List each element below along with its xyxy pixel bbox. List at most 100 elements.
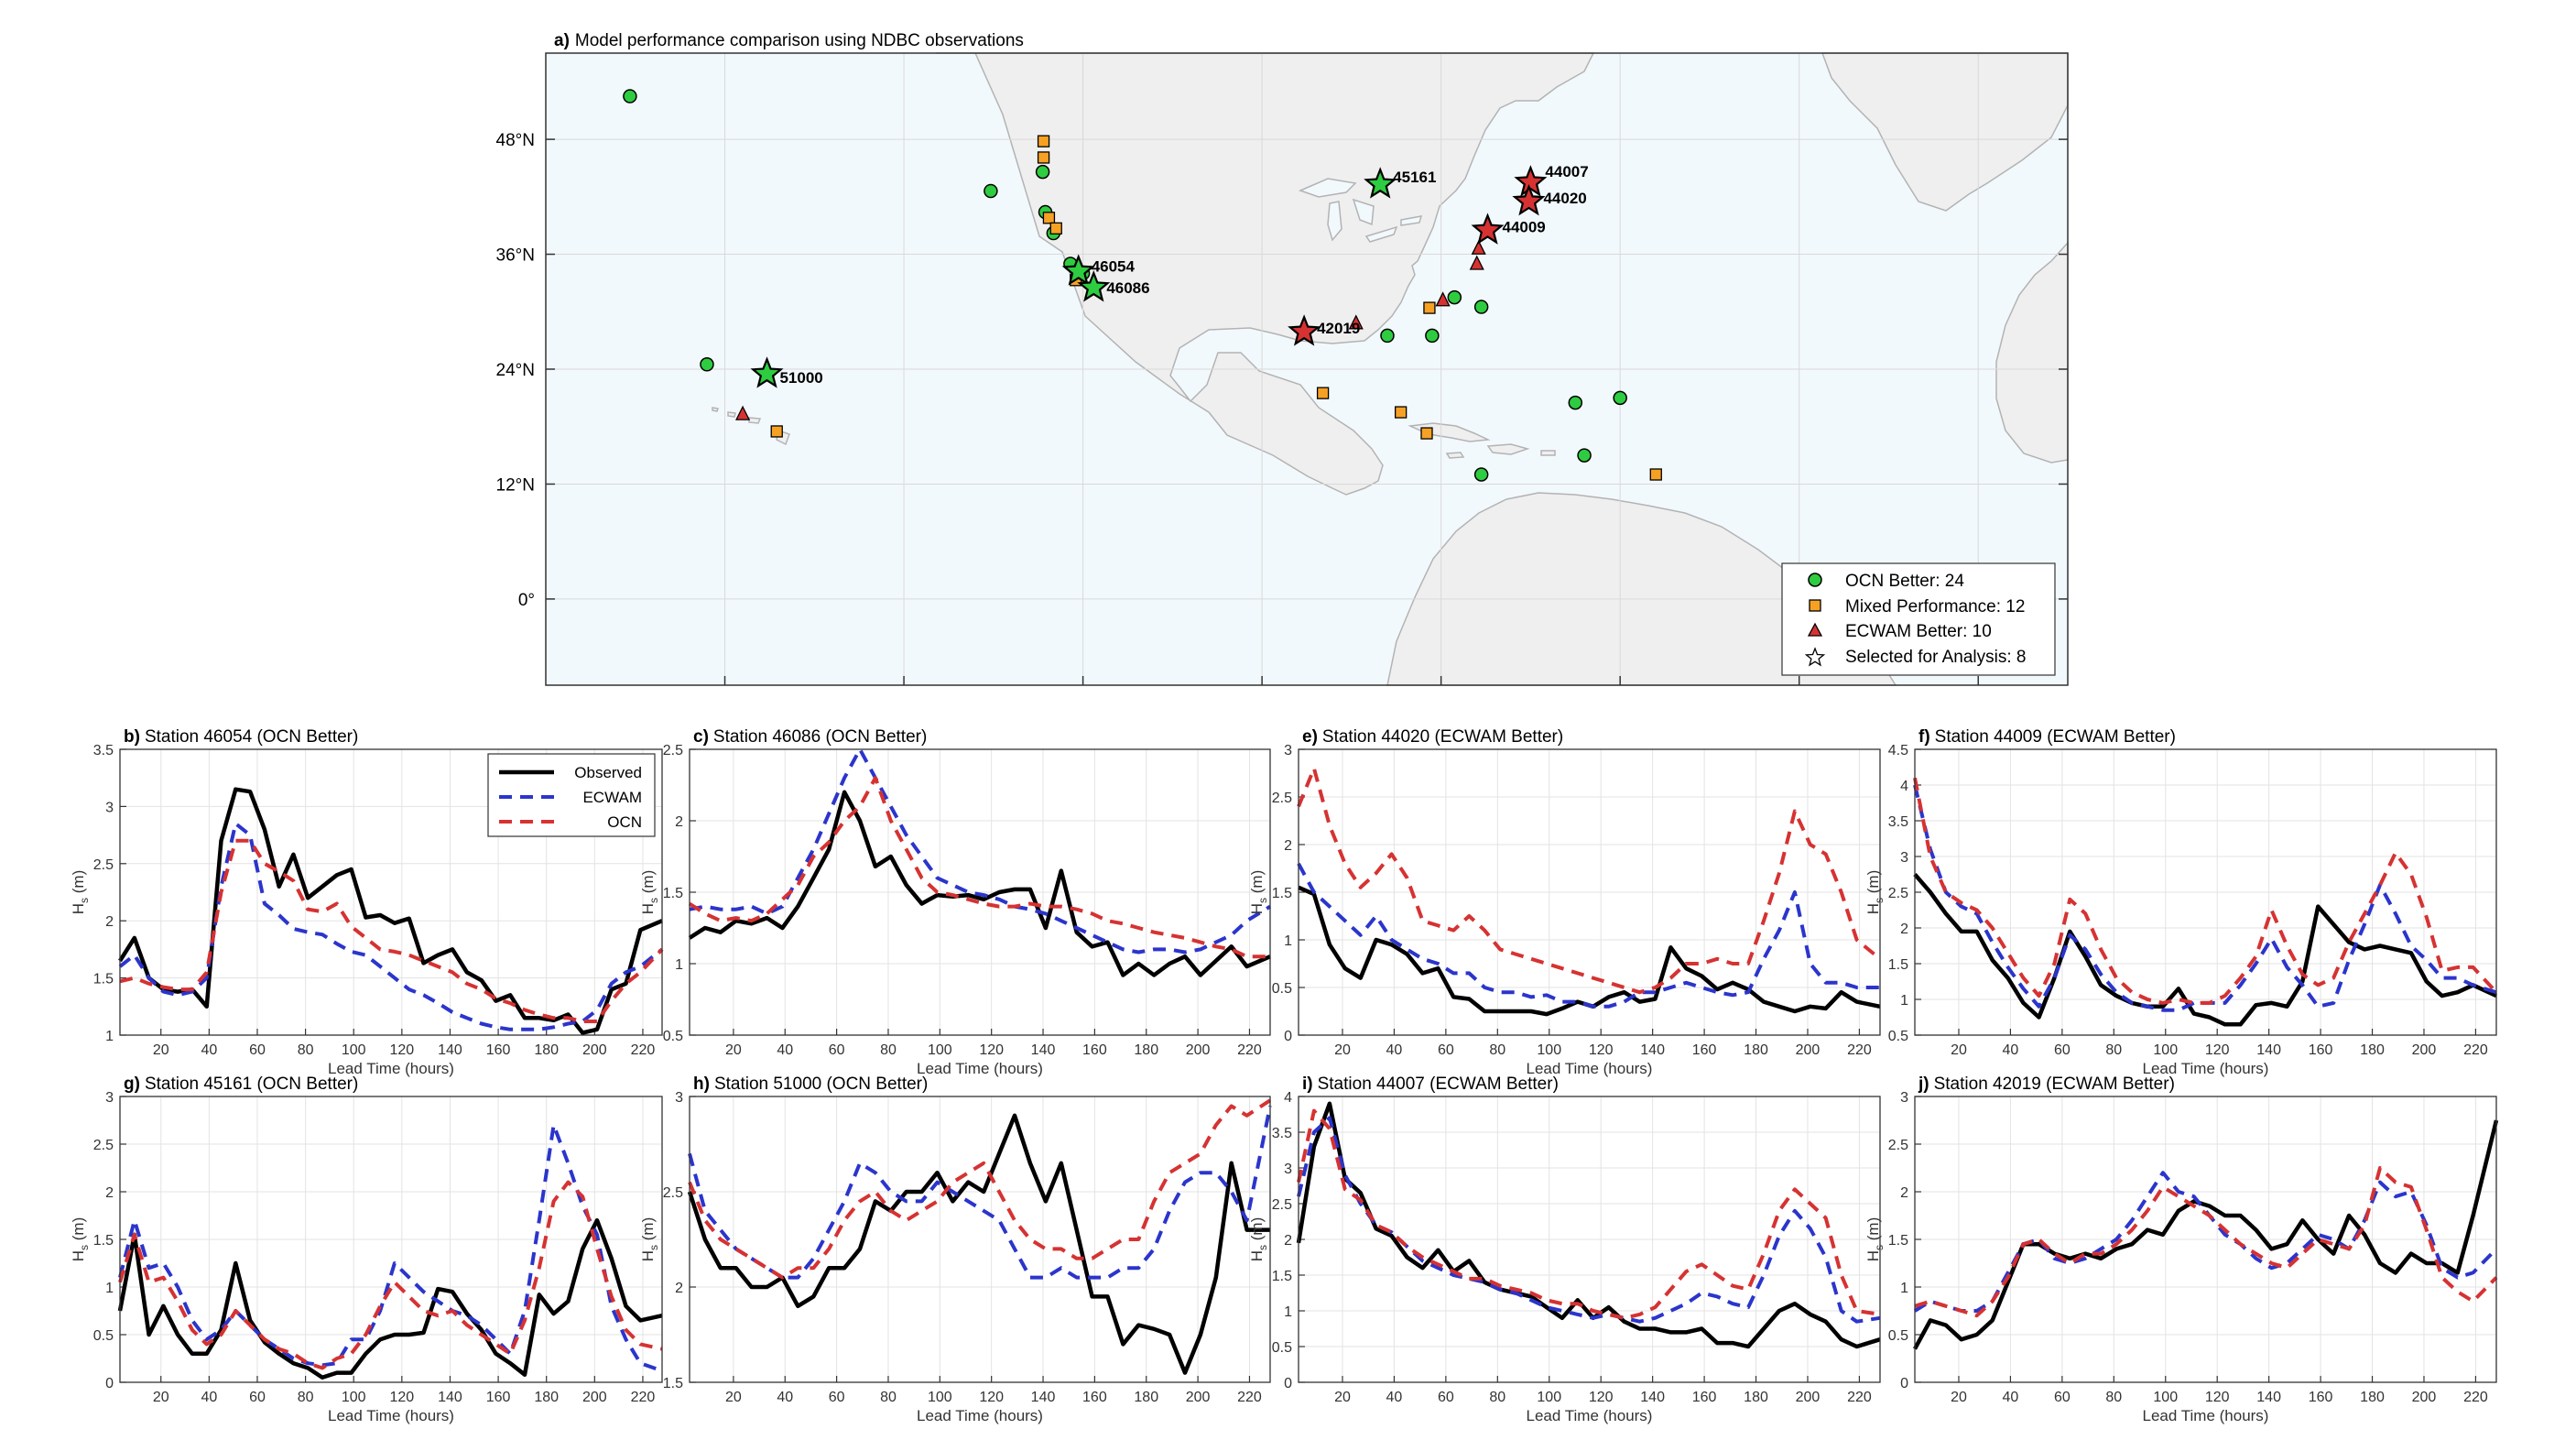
y-tick-label: 3 [105,800,114,815]
chart-title: e) Station 44020 (ECWAM Better) [1302,727,1563,747]
y-axis-label: Hs (m) [1248,1217,1269,1262]
x-tick-label: 100 [928,1390,952,1405]
x-tick-label: 160 [2309,1390,2333,1405]
x-tick-label: 120 [2205,1390,2230,1405]
x-tick-label: 100 [1537,1042,1561,1058]
selected-stations: 51000 46054 46086 42019 45161 44007 44020 44009 [750,163,1589,388]
chart-title-text: Station 45161 (OCN Better) [145,1075,358,1094]
y-tick-label: 1 [1284,1304,1292,1320]
latitude-labels: 48°N 36°N 24°N 12°N 0° [496,131,535,610]
y-tick-label: 3.5 [1888,814,1908,830]
x-tick-label: 20 [1951,1390,1967,1405]
series-line-ecwam [689,747,1272,955]
x-tick-label: 100 [1537,1390,1561,1405]
x-tick-label: 20 [725,1390,742,1405]
y-tick-label: 2 [1900,922,1908,937]
x-tick-label: 60 [249,1042,266,1058]
mixed-station-marker [1037,135,1050,147]
x-tick-label: 140 [1640,1042,1665,1058]
ocn-station-marker [1380,328,1395,344]
ocn-station-marker [1425,328,1440,344]
y-axis-label-unit: (m) [1248,1217,1266,1245]
chart-title-letter: e) [1302,727,1318,747]
y-axis-label-main: H [1864,903,1882,914]
x-tick-label: 200 [1186,1390,1211,1405]
map-frame [545,52,2069,686]
x-tick-label: 220 [631,1390,656,1405]
y-tick-label: 1.5 [93,972,114,987]
y-tick-label: 3.5 [93,743,114,758]
y-tick-label: 2.5 [1888,886,1908,901]
y-tick-label: 1 [1900,1281,1908,1296]
ocn-station-marker [1613,390,1627,406]
selected-station-star [1512,184,1546,216]
chart-title-letter: f) [1918,727,1930,747]
x-tick-label: 200 [2412,1390,2437,1405]
x-tick-label: 140 [438,1390,462,1405]
x-tick-label: 200 [1796,1390,1821,1405]
x-tick-label: 140 [438,1042,462,1058]
chart-panel: 20 40 60 80 100 120 140 160 180 200 220 0 0.5 1 1.5 2 2.… [1248,727,1882,1077]
y-tick-label: 4.5 [1888,743,1908,758]
ocn-station-marker [1473,300,1489,314]
x-tick-label: 180 [2360,1042,2385,1058]
ocn-station-marker [984,183,998,199]
lat-tick-label: 36°N [496,246,535,266]
x-tick-label: 60 [249,1390,266,1405]
chart-title-letter: c) [693,727,709,747]
x-tick-label: 220 [2463,1042,2488,1058]
chart-panel: 20 40 60 80 100 120 140 160 180 200 220 1 1.5 2 2.5 3 3.… [70,727,664,1077]
x-tick-label: 140 [1031,1042,1056,1058]
ecwam-station-marker [1435,291,1451,307]
x-tick-label: 80 [2105,1390,2122,1405]
plot-frame [689,748,1271,1036]
series-line-ocn [688,1098,1272,1280]
lat-tick-label: 24°N [496,361,535,380]
map-border [545,52,2069,686]
y-tick-label: 2.5 [663,1185,683,1201]
y-tick-label: 0.5 [1888,1029,1908,1044]
y-axis-label-sub: s [78,1245,91,1250]
series-line-ecwam [1297,862,1880,1009]
x-tick-label: 40 [1386,1042,1403,1058]
y-axis-label-sub: s [1256,1245,1269,1250]
y-tick-label: 3 [1284,1162,1292,1177]
y-tick-label: 2.5 [93,1138,114,1153]
north-america [936,52,1595,496]
x-tick-label: 80 [298,1042,314,1058]
map-legend: OCN Better: 24 Mixed Performance: 12 ECW… [1781,562,2056,676]
selected-station-label: 44020 [1543,190,1586,207]
series-line-ocn [118,1180,663,1370]
x-tick-label: 140 [1031,1390,1056,1405]
x-tick-label: 40 [201,1390,217,1405]
chart-title-letter: i) [1302,1075,1313,1094]
x-tick-label: 40 [2003,1390,2019,1405]
plot-frame [1298,748,1881,1036]
chart-title-letter: g) [124,1075,140,1094]
lake-huron [1352,198,1375,226]
mixed-station-marker [1042,212,1056,224]
y-tick-label: 1.5 [663,886,683,901]
x-tick-label: 60 [829,1390,845,1405]
lake-erie [1364,225,1398,243]
mixed-station-marker [1049,222,1062,235]
ocn-station-marker [1447,289,1462,305]
x-tick-label: 60 [1438,1042,1454,1058]
hispaniola [1486,443,1530,455]
x-tick-label: 140 [1640,1390,1665,1405]
y-axis-label-unit: (m) [70,1217,87,1245]
x-axis-label: Lead Time (hours) [1527,1060,1653,1077]
y-axis-label-unit: (m) [639,1217,657,1245]
y-tick-label: 1 [1284,933,1292,949]
chart-title-text: Station 44007 (ECWAM Better) [1318,1075,1559,1094]
x-tick-label: 160 [1082,1042,1107,1058]
selected-station-label: 46086 [1106,279,1149,297]
x-tick-label: 60 [1438,1390,1454,1405]
chart-title-text: Station 44009 (ECWAM Better) [1935,727,2176,747]
chart-title-letter: j) [1918,1075,1929,1094]
chart-title: f) Station 44009 (ECWAM Better) [1918,727,2176,747]
x-tick-label: 200 [2412,1042,2437,1058]
ocn-station-marker [1568,395,1583,410]
y-axis-label-unit: (m) [639,870,657,898]
